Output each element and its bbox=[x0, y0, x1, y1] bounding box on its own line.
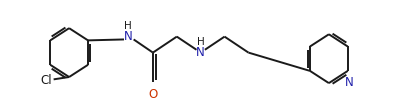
Text: N: N bbox=[196, 46, 205, 59]
Text: N: N bbox=[123, 30, 132, 43]
Text: O: O bbox=[148, 88, 158, 101]
Text: H: H bbox=[124, 21, 132, 31]
Text: N: N bbox=[345, 76, 354, 89]
Text: Cl: Cl bbox=[40, 74, 52, 87]
Text: H: H bbox=[197, 37, 205, 47]
